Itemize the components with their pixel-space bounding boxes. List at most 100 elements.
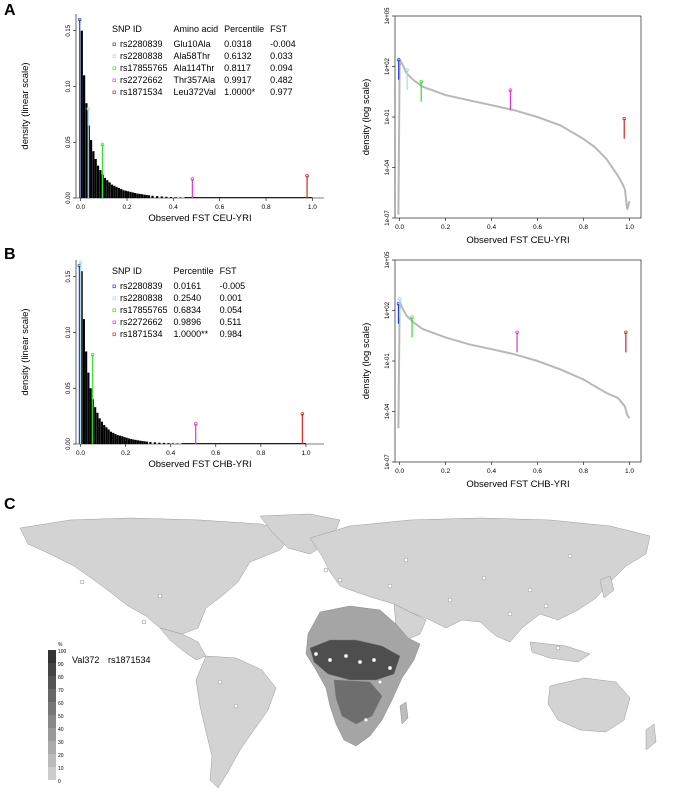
marker-icon: ¤	[112, 330, 117, 339]
histogram-bar	[92, 151, 95, 198]
snp-marker-point	[90, 353, 95, 357]
histogram-bar	[156, 196, 159, 198]
y-tick-label: 1e+05	[385, 251, 391, 269]
legend-pct: 1.0000*	[224, 87, 256, 97]
legend-aa: Ala58Thr	[173, 51, 211, 61]
histogram-bar	[120, 189, 123, 198]
histogram-bar	[158, 442, 161, 444]
legend-header-fst: FST	[270, 24, 288, 34]
histogram-bar	[110, 184, 114, 198]
histogram-bar	[83, 75, 86, 198]
sample-point	[157, 593, 163, 599]
histogram-bar	[131, 192, 134, 198]
y-axis-label: density (log scale)	[361, 79, 372, 156]
legend-unit: %	[58, 642, 63, 648]
sample-point	[313, 651, 319, 657]
x-tick-label: 0.8	[579, 224, 588, 231]
snp-marker-point	[300, 412, 305, 416]
density-curve	[397, 300, 631, 429]
histogram-bar	[136, 193, 139, 198]
histogram-bar	[114, 433, 117, 444]
y-tick-label: 1e-07	[385, 454, 391, 470]
continent-southeast-asia	[529, 641, 591, 663]
legend-fst: 0.977	[270, 87, 293, 97]
snp-marker-point	[622, 116, 626, 121]
snp-marker-point	[508, 88, 513, 92]
africa-high-frequency-zone	[309, 639, 401, 681]
snp-marker-point	[405, 68, 409, 72]
sample-point	[79, 579, 85, 585]
x-tick-label: 0.4	[487, 468, 496, 475]
histogram-bar	[117, 187, 120, 198]
histogram-bar	[127, 191, 130, 198]
sample-point	[387, 665, 393, 671]
x-tick-label: 0.2	[122, 204, 131, 211]
legend-header-percentile: Percentile	[173, 266, 214, 276]
histogram-bar	[167, 443, 170, 444]
histogram-bar	[89, 388, 92, 444]
histogram-bar	[162, 442, 165, 444]
legend-fst: 0.054	[219, 305, 243, 315]
legend-row: ¤ rs17855765 0.6834 0.054	[112, 305, 251, 317]
legend-pct: 0.8117	[224, 63, 251, 73]
legend-fst: 0.001	[219, 293, 243, 303]
sample-point	[233, 703, 239, 709]
snp-marker-point	[515, 330, 519, 335]
histogram-bar	[123, 437, 126, 444]
legend-tick: 40	[58, 727, 64, 733]
chart-a-linear: 0.0 0.2 0.4 0.6 0.8 1.0 0.00 0.05 0.10 0.15 Observ…	[20, 14, 324, 224]
x-tick-label: 0.6	[215, 204, 224, 211]
legend-fst: 0.094	[270, 63, 293, 73]
legend-fst: -0.005	[219, 281, 246, 291]
histogram-bar	[105, 427, 108, 444]
legend-row: ¤ rs2272662 0.9896 0.511	[112, 317, 251, 329]
histogram-bar	[87, 372, 90, 444]
histogram-bar	[145, 194, 148, 198]
marker-icon: ¤	[112, 282, 117, 291]
legend-tick: 20	[58, 753, 64, 759]
continent-japan	[599, 575, 615, 599]
histogram-bar	[165, 196, 168, 198]
histogram-bar	[124, 190, 127, 198]
snp-label: rs1871534	[108, 655, 151, 665]
legend-header-percentile: Percentile	[224, 24, 265, 34]
x-tick-label: 0.4	[487, 224, 496, 231]
histogram-bar	[136, 440, 140, 444]
chart-b-linear: 0.0 0.2 0.4 0.6 0.8 1.0 0.00 0.05 0.10 0.15 Observ…	[20, 260, 324, 470]
histogram-bar	[80, 30, 83, 199]
x-tick-label: 0.2	[441, 224, 450, 231]
snp-marker-point	[78, 260, 83, 264]
legend-row: ¤ rs1871534 1.0000** 0.984	[112, 329, 251, 341]
histogram-bar	[112, 432, 115, 444]
continent-south-america	[195, 655, 277, 789]
legend-header-amino-acid: Amino acid	[173, 24, 219, 34]
y-tick-label: 0.05	[66, 382, 72, 394]
histogram-bar	[139, 440, 142, 444]
histogram-bar	[143, 194, 146, 198]
y-tick-label: 1e+02	[385, 301, 391, 319]
y-tick-label: 1e-01	[385, 109, 391, 125]
continent-new-zealand	[645, 723, 657, 751]
panel-letter-b: B	[4, 246, 16, 263]
y-tick-label: 0.10	[66, 326, 72, 338]
legend-snp: rs2280838	[120, 51, 163, 61]
y-axis-label: density (linear scale)	[20, 62, 31, 149]
sample-point	[327, 657, 333, 663]
legend-row: ¤ rs2280839 Glu10Ala 0.0318 -0.004	[112, 39, 302, 51]
legend-table-a: SNP ID Amino acid Percentile FST ¤ rs2280…	[112, 24, 302, 99]
snp-marker-point	[398, 296, 402, 301]
x-tick-label: 1.0	[625, 468, 634, 475]
legend-row: ¤ rs17855765 Ala114Thr 0.8117 0.094	[112, 63, 302, 75]
histogram-bar	[174, 197, 177, 198]
marker-icon: ¤	[112, 294, 117, 303]
snp-marker-point	[100, 142, 105, 147]
legend-row: ¤ rs2280839 0.0161 -0.005	[112, 281, 251, 293]
x-tick-label: 0.2	[121, 450, 130, 457]
snp-marker-point	[77, 17, 82, 22]
histogram-bar	[82, 319, 85, 444]
marker-icon: ¤	[112, 76, 117, 85]
sample-point	[323, 567, 329, 573]
y-tick-label: 1e+02	[385, 57, 391, 75]
sample-point	[447, 597, 453, 603]
x-tick-label: 0.0	[76, 450, 85, 457]
